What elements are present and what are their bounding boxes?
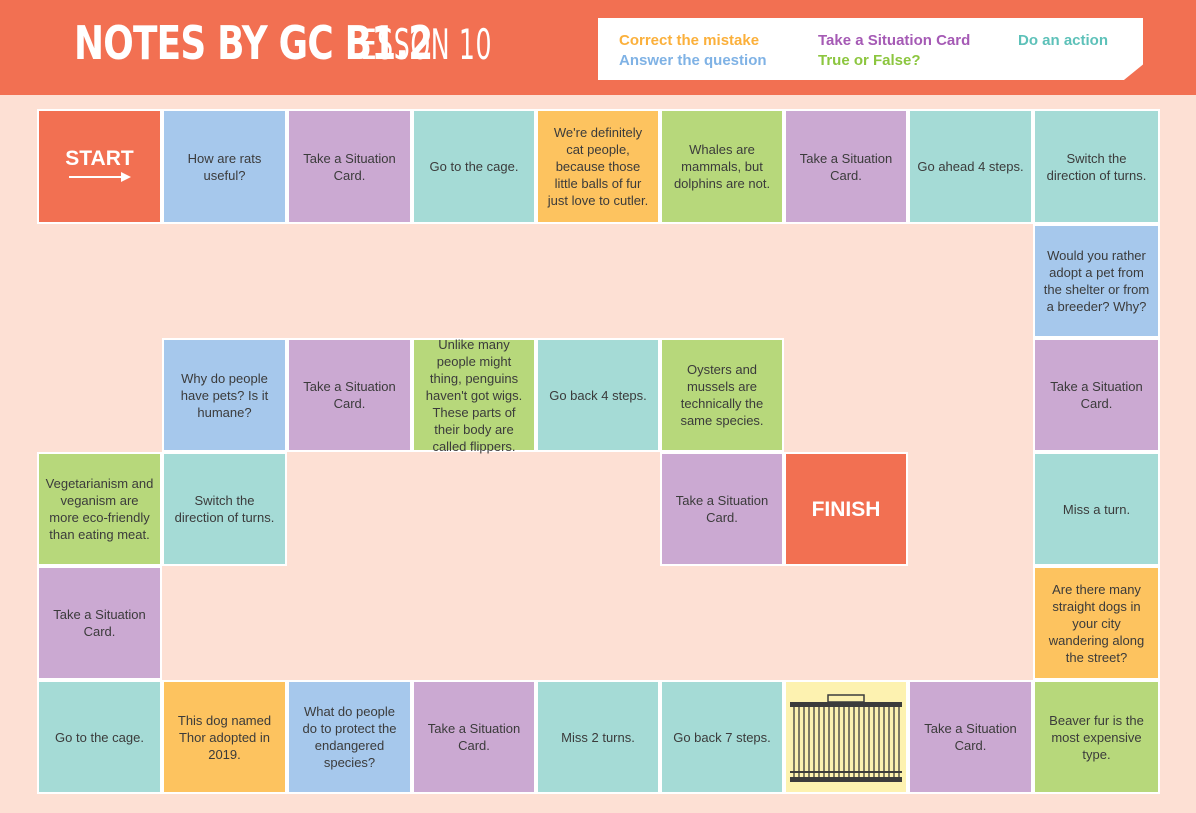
arrow-right-icon bbox=[68, 172, 131, 182]
board-cell[interactable]: Take a Situation Card. bbox=[287, 109, 412, 224]
board-cell[interactable]: Why do people have pets? Is it humane? bbox=[162, 338, 287, 452]
board-cell[interactable]: Take a Situation Card. bbox=[660, 452, 784, 566]
legend-answer-question: Answer the question bbox=[619, 52, 767, 69]
board-cell[interactable]: Take a Situation Card. bbox=[908, 680, 1033, 794]
board-cell[interactable]: Beaver fur is the most expensive type. bbox=[1033, 680, 1160, 794]
board-cell[interactable]: How are rats useful? bbox=[162, 109, 287, 224]
board-cell[interactable]: Take a Situation Card. bbox=[784, 109, 908, 224]
board-cell[interactable]: Go ahead 4 steps. bbox=[908, 109, 1033, 224]
board-cell[interactable]: Take a Situation Card. bbox=[1033, 338, 1160, 452]
board-cell[interactable]: Whales are mammals, but dolphins are not… bbox=[660, 109, 784, 224]
finish-label: FINISH bbox=[811, 497, 881, 521]
title-lesson: LESSON 10 bbox=[346, 20, 493, 69]
board-cell[interactable]: Switch the direction of turns. bbox=[162, 452, 287, 566]
board-cell-cage[interactable] bbox=[784, 680, 908, 794]
board-cell[interactable]: We're definitely cat people, because tho… bbox=[536, 109, 660, 224]
page-title: NOTES BY GC B1.2 LESSON 10 bbox=[74, 16, 590, 80]
board-cell[interactable]: Miss 2 turns. bbox=[536, 680, 660, 794]
board-cell-finish[interactable]: FINISH bbox=[784, 452, 908, 566]
board-cell[interactable]: What do people do to protect the endange… bbox=[287, 680, 412, 794]
board-cell-start[interactable]: START bbox=[37, 109, 162, 224]
legend-correct-mistake: Correct the mistake bbox=[619, 32, 760, 49]
board-cell[interactable]: Go to the cage. bbox=[412, 109, 536, 224]
cage-icon bbox=[790, 694, 902, 782]
header-banner: NOTES BY GC B1.2 LESSON 10 Correct the m… bbox=[0, 0, 1196, 95]
board-cell[interactable]: Vegetarianism and veganism are more eco-… bbox=[37, 452, 162, 566]
board-cell[interactable]: Go to the cage. bbox=[37, 680, 162, 794]
board-cell[interactable]: Oysters and mussels are technically the … bbox=[660, 338, 784, 452]
legend-true-false: True or False? bbox=[818, 52, 921, 69]
board-cell[interactable]: Switch the direction of turns. bbox=[1033, 109, 1160, 224]
legend-do-action: Do an action bbox=[1018, 32, 1109, 49]
title-main: NOTES BY GC B1.2 bbox=[74, 16, 433, 70]
board-cell[interactable]: Are there many straight dogs in your cit… bbox=[1033, 566, 1160, 680]
board-cell[interactable]: Take a Situation Card. bbox=[412, 680, 536, 794]
game-board: START How are rats useful? Take a Situat… bbox=[37, 109, 1160, 794]
legend: Correct the mistake Take a Situation Car… bbox=[598, 18, 1143, 80]
board-cell[interactable]: This dog named Thor adopted in 2019. bbox=[162, 680, 287, 794]
board-cell[interactable]: Would you rather adopt a pet from the sh… bbox=[1033, 224, 1160, 338]
board-cell[interactable]: Go back 7 steps. bbox=[660, 680, 784, 794]
board-cell[interactable]: Unlike many people might thing, penguins… bbox=[412, 337, 536, 454]
board-cell[interactable]: Miss a turn. bbox=[1033, 452, 1160, 566]
legend-situation-card: Take a Situation Card bbox=[818, 32, 971, 49]
board-cell[interactable]: Go back 4 steps. bbox=[536, 338, 660, 452]
start-label: START bbox=[65, 147, 134, 170]
board-cell[interactable]: Take a Situation Card. bbox=[287, 338, 412, 452]
board-cell[interactable]: Take a Situation Card. bbox=[37, 566, 162, 680]
